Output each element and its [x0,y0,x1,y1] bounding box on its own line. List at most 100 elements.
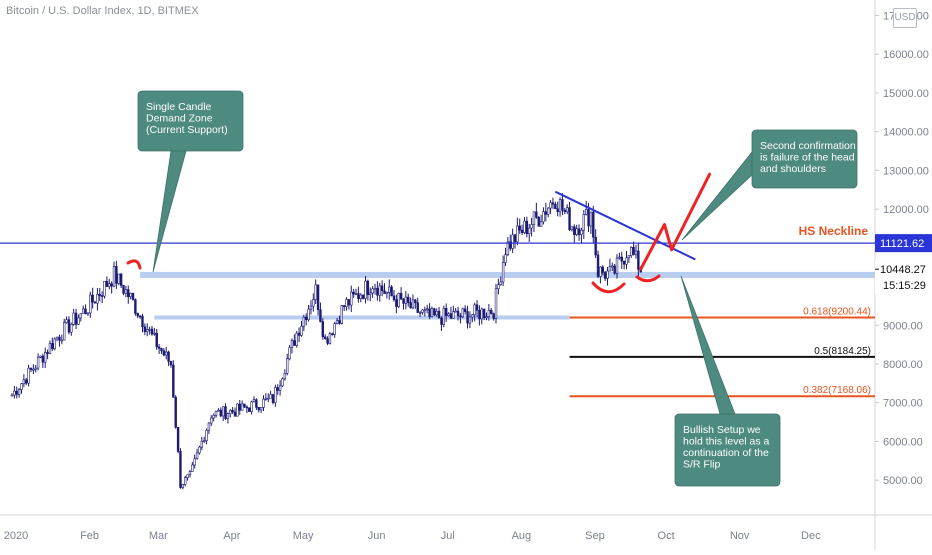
candle-body [336,320,338,323]
candle-body [225,407,227,419]
y-tick-label: 7000.00 [883,398,923,410]
candle-body [419,312,421,313]
x-tick-label: Apr [223,530,240,542]
candle-body [170,361,172,364]
annotation-demand-zone-line: Single Candle [146,101,212,113]
candle-body [374,288,376,289]
candle-body [270,395,272,399]
candle-body [317,285,319,310]
candle-body [348,300,350,305]
candle-body [538,217,540,226]
candle-body [403,299,405,303]
candle-body [327,339,329,344]
head-mark [593,283,624,292]
candle-body [108,284,110,287]
candle-body [481,309,483,319]
candle-body [592,212,594,237]
candle-body [312,300,314,306]
candle-body [30,368,32,369]
candle-body [75,313,77,324]
candle-body [113,266,115,286]
candle-body [286,359,288,374]
candle-body [626,258,628,264]
candle-body [315,285,317,300]
candle-body [63,323,65,340]
y-tick-label: 9000.00 [883,320,923,332]
candle-body [244,404,246,407]
candle-body [452,312,454,319]
candle-body [111,284,113,286]
candle-body [516,226,518,242]
countdown-label: 15:15:29 [883,280,926,292]
candle-body [260,407,262,410]
candle-body [469,317,471,323]
candle-body [369,293,371,295]
candle-body [616,258,618,273]
candle-body [367,281,369,294]
candle-body [569,208,571,230]
candle-body [483,309,485,318]
candle-body [35,368,37,369]
candles [11,193,642,489]
candle-body [588,209,590,226]
candle-body [507,242,509,255]
candle-body [514,235,516,242]
y-tick-label: 13000.00 [883,165,929,177]
candle-body [184,478,186,485]
candle-body [562,200,564,211]
candle-body [99,294,101,295]
candle-body [571,227,573,230]
candle-body [234,412,236,416]
candle-body [248,408,250,412]
candle-body [320,310,322,322]
candle-body [600,267,602,276]
candle-body [232,410,234,412]
candle-body [187,475,189,478]
candle-body [255,400,257,408]
candle-body [289,347,291,358]
candle-body [282,379,284,386]
currency-badge[interactable]: USD [893,8,917,28]
x-tick-label: Nov [730,530,750,542]
candle-body [194,459,196,465]
annotation-second-confirmation-line: is failure of the head [760,152,855,164]
candle-body [28,368,30,383]
candle-body [609,267,611,272]
candle-body [180,451,182,487]
candle-body [400,293,402,299]
candle-body [265,398,267,399]
candle-body [526,221,528,234]
candle-body [37,357,39,368]
candle-body [168,352,170,361]
candle-body [151,329,153,334]
annotation-bullish-setup-line: Bullish Setup we [683,424,761,436]
annotation-second-confirmation-line: Second confirmation [760,140,856,152]
candle-body [246,407,248,408]
candle-body [104,281,106,296]
candle-body [42,356,44,362]
y-tick-label: 8000.00 [883,359,923,371]
annotation-bullish-setup-line: continuation of the [683,447,769,459]
candle-body [263,399,265,407]
candle-body [346,300,348,307]
candle-body [125,290,127,294]
x-tick-label: Mar [149,530,168,542]
candle-body [488,310,490,316]
fib-level-label: 0.618(9200.44) [803,307,871,318]
candle-body [334,324,336,335]
candle-body [381,286,383,291]
candle-body [298,333,300,335]
candle-body [253,400,255,402]
x-tick-label: Feb [80,530,99,542]
candle-body [550,203,552,208]
candle-body [590,212,592,226]
candle-body [146,329,148,331]
candle-body [604,273,606,279]
candle-body [229,410,231,413]
candle-body [443,308,445,324]
candle-body [68,320,70,332]
candle-body [296,333,298,345]
candle-body [441,318,443,324]
candle-body [87,313,89,314]
